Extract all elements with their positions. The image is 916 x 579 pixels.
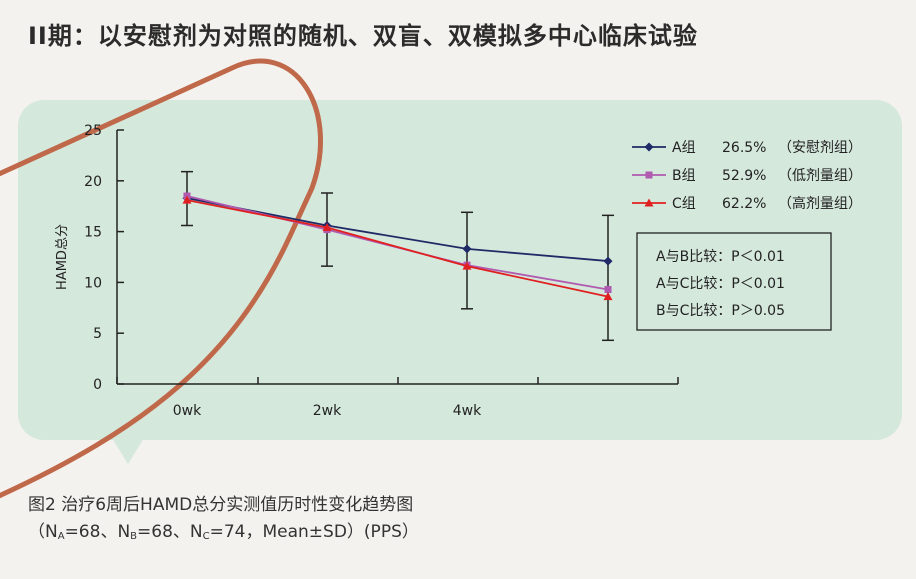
series-line [186,199,609,298]
y-tick-label: 5 [93,326,102,342]
decor-curve-line [0,58,323,499]
series-point [603,292,613,301]
y-tick-label: 10 [84,275,102,291]
y-tick-label: 0 [93,377,102,393]
caption-line-2: （NA=68、NB=68、NC=74，Mean±SD）(PPS） [28,519,419,550]
series-point [603,256,613,266]
stats-box-line: A与C比较：P＜0.01 [656,276,785,292]
stats-box-line: B与C比较：P＞0.05 [656,303,785,319]
caption-line-1: 图2 治疗6周后HAMD总分实测值历时性变化趋势图 [28,495,414,515]
series-point [462,261,472,270]
legend-group-note: （低剂量组） [778,168,862,184]
series-point [644,198,654,207]
legend-label: A组 [672,140,696,156]
stats-box-frame [636,232,832,331]
caption-part-b: =68、N [137,522,203,542]
chart-panel-tail [112,438,144,464]
caption-part-a: =68、N [64,522,131,542]
legend-label: B组 [672,168,696,184]
page-title: II期：以安慰剂为对照的随机、双盲、双模拟多中心临床试验 [28,22,698,50]
chart-axes: 0 5 10 15 20 25 0wk 2wk 4wk HAMD总分 [55,123,679,419]
stats-box: A与B比较：P＜0.01 A与C比较：P＜0.01 B与C比较：P＞0.05 [636,232,832,331]
legend-group-note: （安慰剂组） [778,139,862,156]
series-point [604,286,612,294]
series-point [645,171,653,179]
y-tick-label: 25 [84,123,102,139]
series-line [186,197,609,262]
y-tick-label: 20 [84,174,102,190]
caption-sub-c: C [202,531,210,542]
caption-sub-b: B [130,531,138,542]
error-bars [181,170,614,342]
caption-open: （N [28,522,58,542]
legend-percent: 52.9% [722,168,766,184]
legend-label: C组 [672,196,696,212]
x-tick-label: 2wk [313,403,342,419]
figure-caption: 图2 治疗6周后HAMD总分实测值历时性变化趋势图 （NA=68、NB=68、N… [28,492,419,550]
caption-sub-a: A [57,531,65,542]
chart-series [182,192,613,301]
series-point [182,195,192,204]
series-point [462,244,472,254]
stats-box-line: A与B比较：P＜0.01 [656,249,785,265]
x-tick-label: 0wk [173,403,202,419]
legend-percent: 26.5% [722,140,766,156]
series-point [322,223,332,232]
caption-part-c: =74，Mean±SD）(PPS） [209,522,419,542]
legend-percent: 62.2% [722,196,766,212]
series-point [644,142,654,152]
y-axis-label: HAMD总分 [55,224,70,290]
decor-curve [0,58,323,499]
legend-group-note: （高剂量组） [778,195,862,212]
chart-legend: A组 26.5% （安慰剂组） B组 52.9% （低剂量组） C组 62.2% （高剂量组） [632,139,862,212]
x-tick-label: 4wk [453,403,482,419]
y-tick-label: 15 [84,225,102,241]
